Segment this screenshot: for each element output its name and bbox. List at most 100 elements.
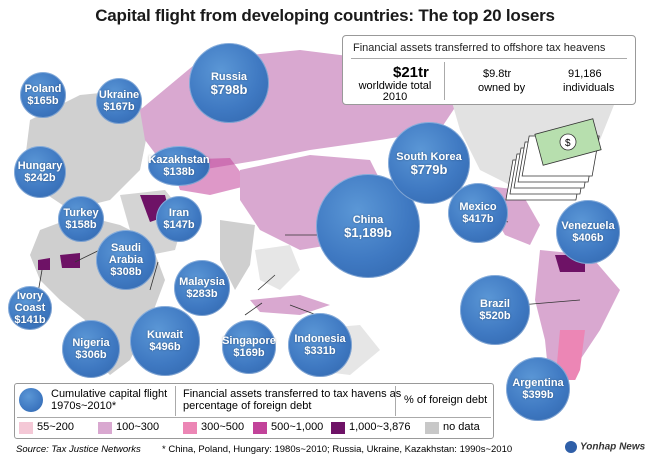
worldwide-total-label: worldwide total 2010 [349,81,441,103]
credit: Yonhap News [565,441,645,453]
bubble-value: $165b [27,94,59,107]
bubble-ukraine: Ukraine $167b [96,78,142,124]
bubble-label: Ivory Coast [14,289,46,314]
legend-class-label: 500~1,000 [271,421,324,433]
bubble-label: Kazakhstan [148,153,210,166]
bubble-kuwait: Kuwait $496b [130,306,200,376]
bubble-value: $520b [479,309,511,322]
bubble-label: Venezuela [561,219,615,232]
bubble-label: Ukraine [98,88,140,101]
legend-swatch [331,422,345,434]
legend-bubble-icon [19,388,43,412]
bubble-ivory-coast: Ivory Coast $141b [8,286,52,330]
land-south-america [535,250,620,380]
bubble-label: Turkey [63,206,99,219]
individuals-value: 91,186 [568,68,602,80]
bubble-label: Nigeria [72,336,110,349]
bubble-value: $417b [462,212,494,225]
footnote: * China, Poland, Hungary: 1980s~2010; Ru… [162,444,513,455]
bubble-indonesia: Indonesia $331b [288,313,352,377]
owned-value: $9.8tr [483,68,512,80]
individuals-label: individuals [563,82,615,94]
bubble-venezuela: Venezuela $406b [556,200,620,264]
legend-class-label: 1,000~3,876 [349,421,411,433]
bubble-label: Mexico [459,200,497,213]
bubble-value: $798b [210,81,248,97]
legend-fill-label: Financial assets transferred to tax have… [183,388,402,412]
bubble-value: $406b [572,231,604,244]
bubble-value: $331b [304,344,336,357]
legend-class-label: 100~300 [116,421,160,433]
bubble-label: Hungary [17,159,63,172]
bubble-value: $306b [75,348,107,361]
bubble-malaysia: Malaysia $283b [174,260,230,316]
money-stack-icon: $ [505,118,602,201]
bubble-label: Iran [168,206,190,219]
bubble-brazil: Brazil $520b [460,275,530,345]
summary-divider [351,58,627,59]
bubble-label: China [352,213,384,226]
bubble-label: Brazil [480,297,510,310]
bubble-mexico: Mexico $417b [448,183,508,243]
bubble-value: $169b [233,346,265,359]
worldwide-total-label-1: worldwide total [358,80,432,92]
land-argentina [555,330,585,380]
bubble-argentina: Argentina $399b [506,357,570,421]
bubble-value: $138b [163,165,195,178]
bubble-label: Indonesia [294,332,346,345]
legend-hdivider [17,417,491,418]
source-note: Source: Tax Justice Networks [16,444,141,455]
land-nigeria [60,253,80,268]
owned-label: owned by [478,82,526,94]
legend-class-label: 55~200 [37,421,75,433]
legend-swatch [98,422,112,434]
summary-vdivider [444,62,445,100]
bubble-singapore: Singapore $169b [222,320,276,374]
legend: Cumulative capital flight 1970s~2010* Fi… [14,383,494,439]
bubble-kazakhstan: Kazakhstan $138b [148,146,210,186]
bubble-label: Russia [210,70,248,83]
bubble-russia: Russia $798b [189,43,269,123]
bubble-label: Singapore [222,334,276,347]
bubble-hungary: Hungary $242b [14,146,66,198]
bubble-label: Kuwait [146,328,184,341]
bubble-label: Saudi Arabia [108,241,144,266]
bubble-poland: Poland $165b [20,72,66,118]
svg-text:$: $ [565,138,571,149]
legend-class-label: 300~500 [201,421,245,433]
yonhap-logo-icon [565,441,577,453]
bubble-label: South Korea [396,150,462,163]
legend-swatch [253,422,267,434]
bubble-value: $399b [522,388,554,401]
legend-pct-label: % of foreign debt [404,394,488,406]
legend-divider [175,386,176,416]
bubble-turkey: Turkey $158b [58,196,104,242]
bubble-value: $242b [24,171,56,184]
summary-box: Financial assets transferred to offshore… [342,35,636,105]
bubble-iran: Iran $147b [156,196,202,242]
bubble-value: $283b [186,287,218,300]
worldwide-total-label-2: 2010 [382,91,408,103]
bubble-label: Malaysia [179,275,225,288]
land-se-asia [255,245,300,290]
bubble-label: Poland [24,82,62,95]
bubble-label: Argentina [512,376,564,389]
credit-text: Yonhap News [580,441,646,453]
bubble-nigeria: Nigeria $306b [62,320,120,378]
bubble-value: $779b [410,161,448,177]
bubble-value: $147b [163,218,195,231]
bubble-saudi-arabia: Saudi Arabia $308b [96,230,156,290]
worldwide-total-value: $21tr [393,64,429,81]
chart-title: Capital flight from developing countries… [95,6,555,25]
bubble-value: $158b [65,218,97,231]
legend-divider [395,386,396,416]
summary-header: Financial assets transferred to offshore… [353,42,606,54]
legend-swatch [19,422,33,434]
legend-bubble-label: Cumulative capital flight 1970s~2010* [51,388,168,412]
legend-swatch [425,422,439,434]
land-india [220,220,255,290]
bubble-value: $1,189b [344,224,392,240]
legend-class-label: no data [443,421,480,433]
bubble-value: $141b [14,313,46,326]
bubble-value: $308b [110,265,142,278]
